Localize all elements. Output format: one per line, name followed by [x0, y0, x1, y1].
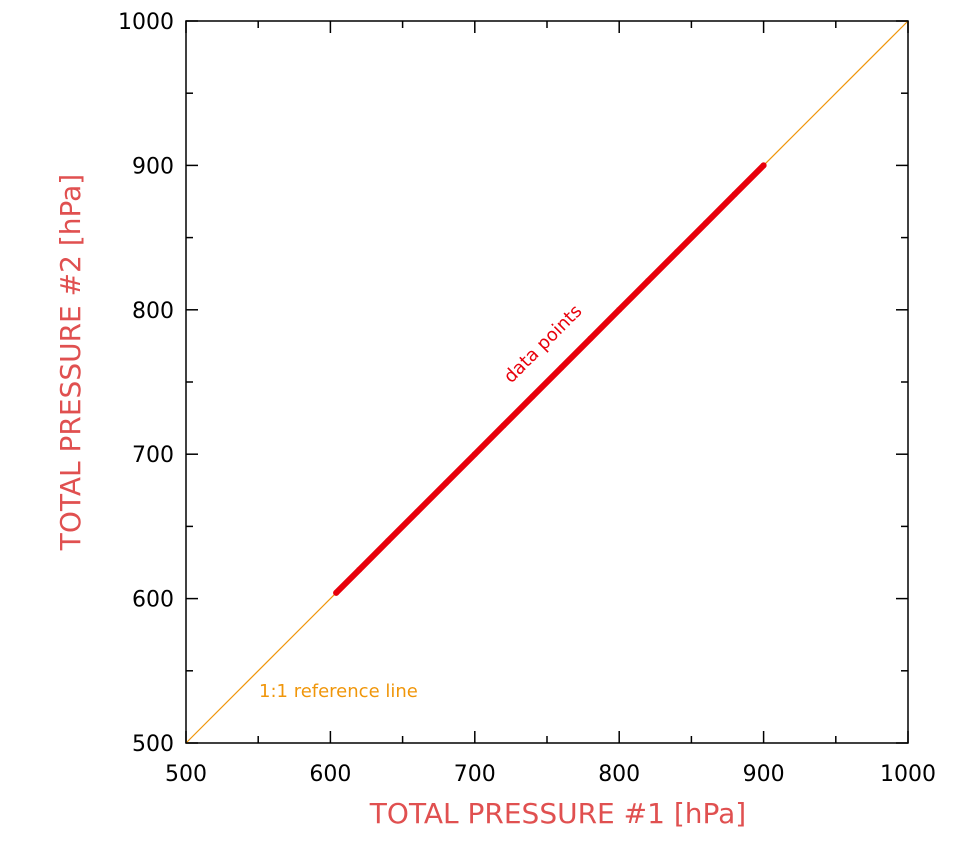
x-tick-label: 700: [454, 762, 496, 787]
data-point: [442, 480, 449, 487]
x-tick-label: 1000: [880, 762, 936, 787]
y-tick-label: 800: [132, 299, 174, 324]
data-point: [414, 508, 421, 515]
y-tick-label: 500: [132, 732, 174, 757]
reference-line-label: 1:1 reference line: [259, 681, 418, 702]
x-axis-title: TOTAL PRESSURE #1 [hPa]: [369, 797, 746, 830]
x-tick-label: 600: [309, 762, 351, 787]
data-point: [558, 364, 565, 371]
data-point: [385, 537, 392, 544]
data-point: [471, 451, 478, 458]
y-tick-label: 1000: [118, 10, 174, 35]
tick-labels: 500 600 700 800 900 1000 500 600 700 800 900 1000: [118, 10, 936, 787]
data-points-label: data points: [500, 301, 587, 388]
data-point: [333, 589, 340, 596]
plot-frame: [185, 20, 909, 744]
x-tick-label: 800: [598, 762, 640, 787]
data-point: [702, 220, 709, 227]
data-point: [731, 191, 738, 198]
y-tick-label: 600: [132, 588, 174, 613]
y-tick-label: 700: [132, 443, 174, 468]
data-series-line: [333, 162, 767, 596]
data-point: [356, 566, 363, 573]
data-point: [529, 393, 536, 400]
data-point: [673, 249, 680, 256]
data-point: [616, 306, 623, 313]
data-points: [333, 162, 767, 596]
x-tick-label: 500: [165, 762, 207, 787]
x-tick-label: 900: [743, 762, 785, 787]
data-point: [760, 162, 767, 169]
data-point: [587, 335, 594, 342]
y-tick-label: 900: [132, 154, 174, 179]
data-point: [500, 422, 507, 429]
y-axis-title: TOTAL PRESSURE #2 [hPa]: [54, 174, 87, 551]
data-point: [645, 277, 652, 284]
